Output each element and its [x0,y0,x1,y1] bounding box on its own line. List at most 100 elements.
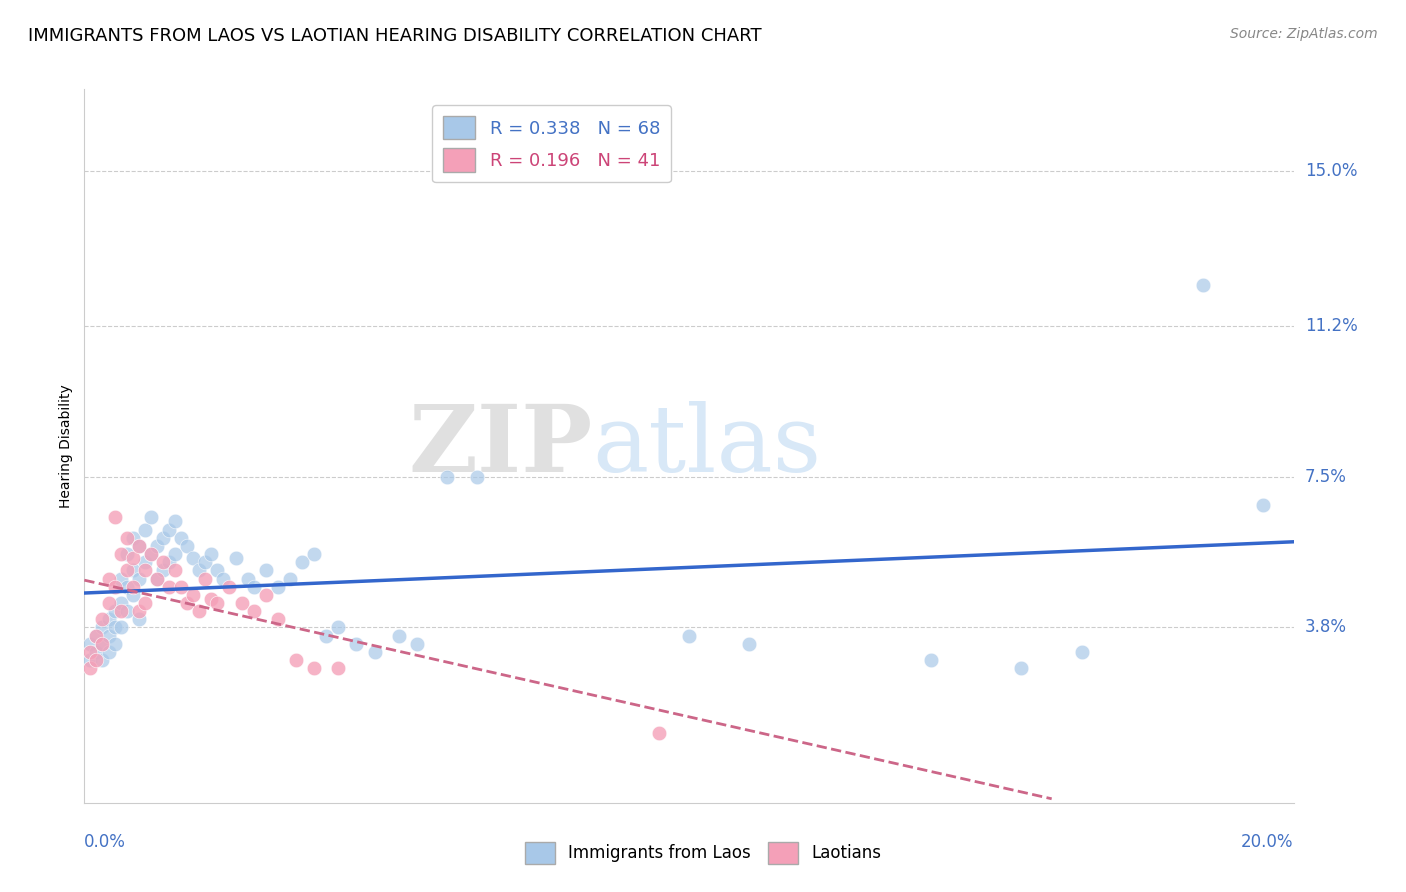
Point [1253,498,1275,512]
Point [121,551,143,566]
Point [207,563,229,577]
Point [194,572,217,586]
Point [110,620,132,634]
Point [406,637,429,651]
Point [157,580,180,594]
Point [285,653,308,667]
Legend: Immigrants from Laos, Laotians: Immigrants from Laos, Laotians [519,836,887,871]
Point [128,539,150,553]
Point [91,612,114,626]
Point [91,637,114,651]
Point [134,523,156,537]
Point [97,645,120,659]
Point [146,539,169,553]
Point [97,596,120,610]
Point [121,588,143,602]
Point [97,629,120,643]
Point [128,612,150,626]
Point [79,661,101,675]
Text: 11.2%: 11.2% [1305,317,1357,334]
Point [188,563,211,577]
Point [139,547,162,561]
Text: Source: ZipAtlas.com: Source: ZipAtlas.com [1230,27,1378,41]
Text: ZIP: ZIP [408,401,592,491]
Point [79,653,101,667]
Point [254,588,277,602]
Point [170,531,193,545]
Text: IMMIGRANTS FROM LAOS VS LAOTIAN HEARING DISABILITY CORRELATION CHART: IMMIGRANTS FROM LAOS VS LAOTIAN HEARING … [28,27,762,45]
Point [181,551,204,566]
Point [121,563,143,577]
Point [146,572,169,586]
Point [157,523,180,537]
Point [121,531,143,545]
Point [79,645,101,659]
Point [278,572,301,586]
Point [176,539,198,553]
Point [254,563,277,577]
Point [1011,661,1033,675]
Point [188,604,211,618]
Point [86,653,108,667]
Point [157,555,180,569]
Point [146,572,169,586]
Point [139,547,162,561]
Point [207,596,229,610]
Point [678,629,700,643]
Y-axis label: Hearing Disability: Hearing Disability [59,384,73,508]
Point [346,637,368,651]
Point [139,510,162,524]
Point [291,555,314,569]
Point [176,596,198,610]
Point [218,580,240,594]
Point [86,629,108,643]
Point [152,563,174,577]
Point [134,563,156,577]
Point [165,547,187,561]
Point [121,580,143,594]
Point [200,591,222,606]
Text: 3.8%: 3.8% [1305,618,1347,637]
Point [128,539,150,553]
Point [104,637,127,651]
Point [110,572,132,586]
Point [152,531,174,545]
Legend: R = 0.338   N = 68, R = 0.196   N = 41: R = 0.338 N = 68, R = 0.196 N = 41 [432,105,671,183]
Text: 7.5%: 7.5% [1305,467,1347,485]
Point [110,604,132,618]
Point [181,588,204,602]
Point [110,547,132,561]
Point [242,604,264,618]
Point [91,637,114,651]
Point [194,555,217,569]
Point [104,604,127,618]
Point [170,580,193,594]
Point [91,653,114,667]
Point [86,645,108,659]
Point [115,580,138,594]
Point [165,563,187,577]
Text: atlas: atlas [592,401,821,491]
Point [1071,645,1094,659]
Point [200,547,222,561]
Text: 20.0%: 20.0% [1241,833,1294,851]
Point [115,563,138,577]
Point [115,604,138,618]
Point [328,661,350,675]
Point [134,596,156,610]
Point [165,515,187,529]
Point [115,531,138,545]
Point [467,469,489,483]
Point [267,612,290,626]
Point [363,645,385,659]
Point [115,547,138,561]
Point [738,637,761,651]
Point [104,510,127,524]
Point [236,572,259,586]
Point [104,580,127,594]
Point [920,653,942,667]
Point [225,551,247,566]
Point [79,637,101,651]
Point [436,469,458,483]
Point [315,629,337,643]
